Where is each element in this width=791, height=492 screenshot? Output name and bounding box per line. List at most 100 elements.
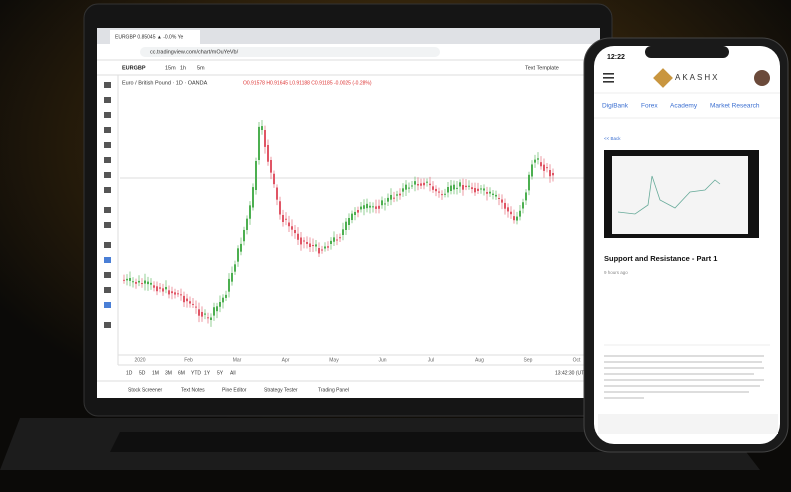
candle-body: [219, 302, 221, 307]
range-button[interactable]: All: [230, 370, 236, 376]
candle-body: [174, 292, 176, 294]
nav-item[interactable]: Market Research: [710, 103, 760, 110]
candle-body: [153, 285, 155, 287]
range-button[interactable]: 6M: [178, 370, 185, 376]
candle-body: [405, 185, 407, 190]
candle-body: [444, 194, 446, 195]
url: cc.tradingview.com/chart/mOuYeVb/: [150, 49, 239, 55]
candle-body: [243, 230, 245, 241]
candle-body: [393, 198, 395, 199]
candle-body: [540, 162, 542, 166]
candle-body: [408, 188, 410, 189]
candle-body: [321, 250, 323, 251]
candle-body: [156, 286, 158, 291]
candle-body: [372, 206, 374, 207]
article-time: 9 hours ago: [604, 270, 628, 275]
candle-body: [360, 207, 362, 210]
candle-body: [504, 203, 506, 209]
panel-tab[interactable]: Pine Editor: [222, 387, 247, 393]
candle-body: [330, 241, 332, 244]
time-label: Apr: [282, 357, 290, 363]
candle-body: [189, 301, 191, 303]
candle-body: [447, 187, 449, 192]
nav-item[interactable]: DigiBank: [602, 103, 629, 110]
candle-body: [213, 307, 215, 315]
candle-body: [261, 126, 263, 130]
panel-tab[interactable]: Text Notes: [181, 387, 205, 393]
notch: [645, 46, 729, 58]
candle-body: [510, 212, 512, 214]
candle-body: [441, 194, 443, 195]
candle-body: [192, 304, 194, 305]
avatar[interactable]: [754, 70, 770, 86]
keyboard: [110, 432, 660, 452]
candle-body: [327, 246, 329, 247]
candle-body: [414, 181, 416, 184]
range-button[interactable]: 1M: [152, 370, 159, 376]
article-thumb: [612, 156, 748, 234]
candle-body: [315, 244, 317, 246]
range-button[interactable]: 5Y: [217, 370, 224, 376]
candle-body: [306, 242, 308, 244]
candle-body: [126, 279, 128, 281]
candle-body: [498, 198, 500, 199]
range-button[interactable]: 5D: [139, 370, 146, 376]
candle-body: [546, 167, 548, 168]
candle-body: [300, 238, 302, 245]
candle-body: [246, 219, 248, 230]
panel-tab[interactable]: Stock Screener: [128, 387, 163, 393]
nav-item[interactable]: Academy: [670, 103, 698, 110]
candle-body: [501, 200, 503, 203]
candle-body: [435, 189, 437, 191]
back-link[interactable]: << Back: [604, 136, 621, 141]
candle-body: [270, 160, 272, 173]
candle-body: [363, 205, 365, 209]
candle-body: [204, 314, 206, 315]
candle-body: [252, 187, 254, 207]
interval[interactable]: 1h: [180, 65, 186, 71]
candle-body: [456, 188, 458, 189]
candle-body: [402, 188, 404, 191]
candle-body: [150, 283, 152, 285]
candle-body: [399, 194, 401, 196]
candle-body: [255, 161, 257, 190]
candle-body: [489, 192, 491, 194]
candle-body: [423, 183, 425, 186]
candle-body: [516, 217, 518, 221]
candle-body: [147, 282, 149, 284]
phone-time: 12:22: [607, 54, 625, 61]
candle-body: [462, 185, 464, 190]
candle-body: [135, 282, 137, 284]
candle-body: [552, 173, 554, 175]
article-title[interactable]: Support and Resistance - Part 1: [604, 254, 717, 263]
candle-body: [342, 229, 344, 235]
time-label: Jul: [428, 357, 434, 363]
candle-body: [144, 281, 146, 284]
template[interactable]: Text Template: [525, 65, 559, 71]
range-button[interactable]: 1D: [126, 370, 133, 376]
candle-body: [228, 279, 230, 292]
panel-tab[interactable]: Trading Panel: [318, 387, 349, 393]
time-label: May: [329, 357, 339, 363]
candle-body: [528, 175, 530, 191]
interval[interactable]: 5m: [197, 65, 205, 71]
candle-body: [381, 200, 383, 205]
candle-body: [426, 182, 428, 183]
candle-body: [474, 188, 476, 192]
interval[interactable]: 15m: [165, 65, 176, 71]
candle-body: [465, 186, 467, 187]
symbol[interactable]: EURGBP: [122, 65, 146, 71]
range-button[interactable]: 1Y: [204, 370, 211, 376]
candle-body: [303, 241, 305, 242]
candle-body: [279, 201, 281, 214]
menu-icon[interactable]: [603, 73, 614, 83]
range-button[interactable]: YTD: [191, 370, 201, 376]
brand: AKASHX: [675, 73, 719, 82]
candle-body: [198, 309, 200, 315]
panel-tab[interactable]: Strategy Tester: [264, 387, 298, 393]
candle-body: [420, 183, 422, 185]
nav-item[interactable]: Forex: [641, 103, 658, 110]
range-button[interactable]: 3M: [165, 370, 172, 376]
candle-body: [549, 170, 551, 176]
